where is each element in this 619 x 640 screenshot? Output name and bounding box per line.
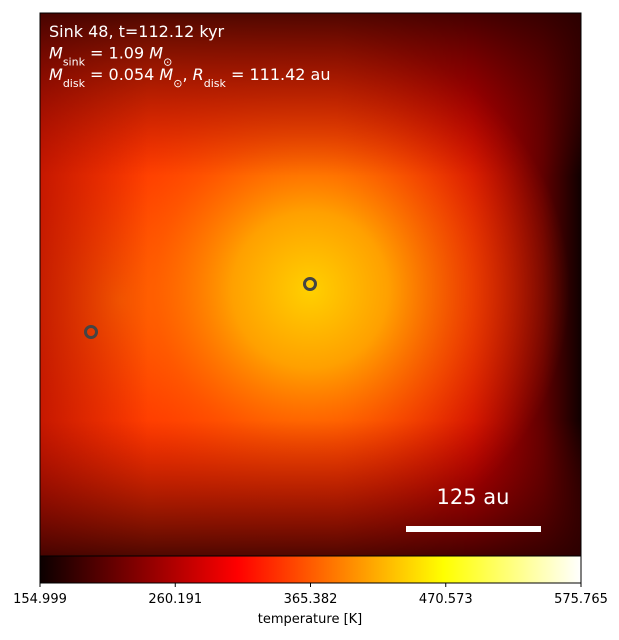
annotation: Mdisk = 0.054 M⊙, Rdisk = 111.42 au (49, 65, 330, 90)
tick-label: 260.191 (148, 592, 202, 607)
subscript: ⊙ (163, 55, 172, 68)
colorbar-label: temperature [K] (258, 612, 363, 627)
annotation-text: Sink 48, t=112.12 kyr (49, 22, 225, 41)
sink-marker (84, 325, 98, 339)
subscript: disk (204, 77, 227, 90)
subscript: ⊙ (173, 77, 182, 90)
annotation-text: M (149, 44, 163, 63)
annotation-text: M (49, 65, 63, 84)
annotation-text: M (49, 44, 63, 63)
colorbar-axis: 154.999 260.191 365.382 470.573 575.765 (13, 583, 608, 607)
annotation: Msink = 1.09 M⊙ (49, 44, 172, 69)
scale-bar-label: 125 au (437, 485, 510, 509)
subscript: disk (63, 77, 86, 90)
scale-bar (406, 526, 541, 532)
annotation-text: = 0.054 (85, 65, 159, 84)
annotation-text: M (159, 65, 173, 84)
annotation: Sink 48, t=112.12 kyr (49, 22, 225, 41)
heatmap (39, 12, 582, 557)
annotation-text: , (182, 65, 192, 84)
annotation-text: = 1.09 (85, 44, 149, 63)
annotation-text: R (193, 65, 204, 84)
tick-label: 154.999 (13, 592, 67, 607)
sink-marker (303, 277, 317, 291)
tick-label: 365.382 (284, 592, 338, 607)
colorbar (39, 555, 582, 584)
annotation-text: = 111.42 au (226, 65, 331, 84)
subscript: sink (63, 55, 86, 68)
tick-label: 575.765 (554, 592, 608, 607)
tick-label: 470.573 (419, 592, 473, 607)
